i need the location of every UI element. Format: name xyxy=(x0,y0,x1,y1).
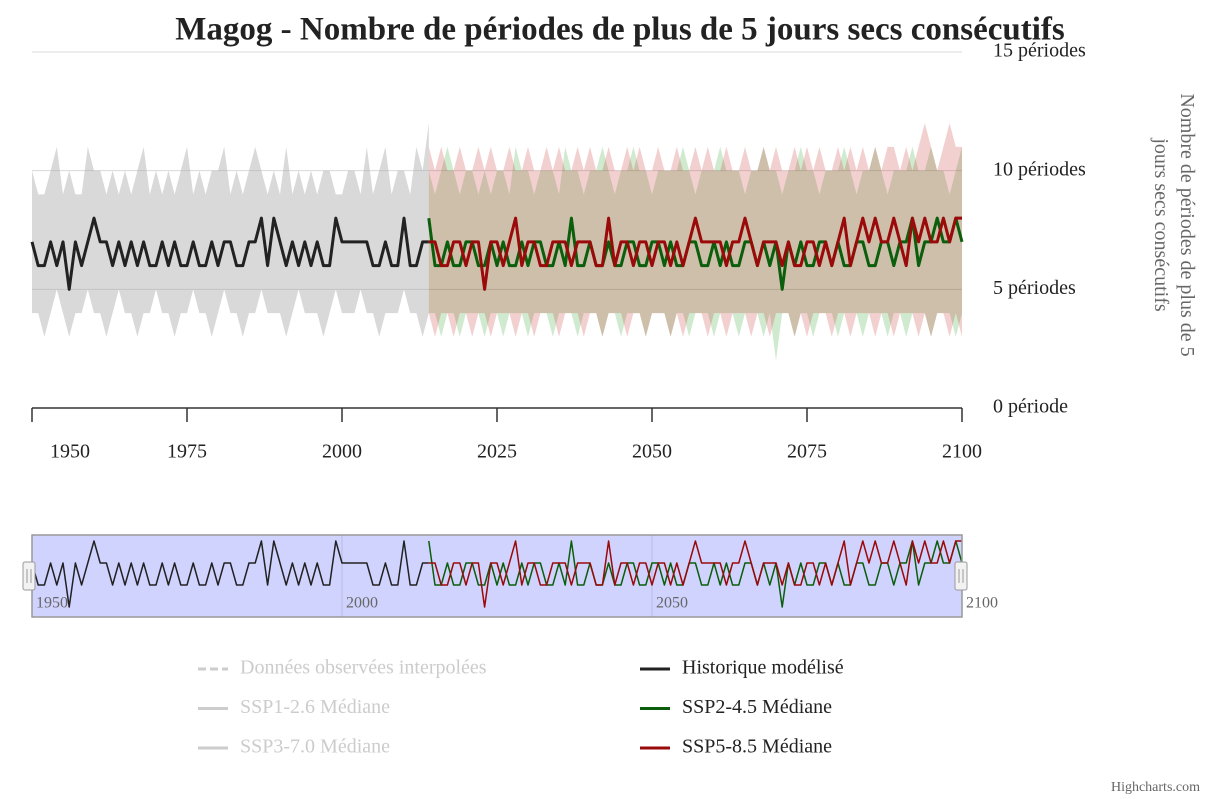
range-band xyxy=(428,146,962,361)
x-tick-label: 1975 xyxy=(167,441,207,463)
series-line xyxy=(31,540,429,608)
legend-item[interactable]: Historique modélisé xyxy=(640,657,844,679)
legend-label: SSP2-4.5 Médiane xyxy=(682,696,832,718)
range-band xyxy=(32,123,429,337)
legend-item[interactable]: SSP5-8.5 Médiane xyxy=(640,736,832,758)
series-line xyxy=(428,540,962,608)
y-axis-title: Nombre de périodes de plus de 5 jours se… xyxy=(1150,93,1198,357)
navigator-tick-label: 2100 xyxy=(966,595,998,612)
navigator-tick-label: 2000 xyxy=(346,595,378,612)
navigator-handle[interactable] xyxy=(954,561,968,591)
x-tick-label: 2075 xyxy=(787,441,827,463)
navigator-tick-label: 2050 xyxy=(656,595,688,612)
navigator-handle[interactable] xyxy=(22,561,36,591)
x-tick-label: 1950 xyxy=(50,441,90,463)
legend-label: SSP3-7.0 Médiane xyxy=(240,736,390,758)
x-tick-label: 2000 xyxy=(322,441,362,463)
legend-item[interactable]: SSP2-4.5 Médiane xyxy=(640,696,832,718)
chart-title: Magog - Nombre de périodes de plus de 5 … xyxy=(175,12,1065,48)
legend-item[interactable]: SSP3-7.0 Médiane xyxy=(198,736,390,758)
legend-label: Données observées interpolées xyxy=(240,657,487,679)
series-line xyxy=(428,216,962,291)
x-tick-label: 2100 xyxy=(942,441,982,463)
navigator-tick-label: 1950 xyxy=(36,595,68,612)
series-line xyxy=(428,540,963,608)
y-tick-label: 10 périodes xyxy=(993,158,1086,180)
series-line xyxy=(427,216,964,291)
handle-box xyxy=(22,561,36,591)
legend-label: Historique modélisé xyxy=(682,657,844,679)
navigator-mask xyxy=(32,535,962,617)
legend-item[interactable]: SSP1-2.6 Médiane xyxy=(198,696,390,718)
credits[interactable]: Highcharts.com xyxy=(1111,780,1200,795)
y-tick-label: 15 périodes xyxy=(993,40,1086,62)
legend-label: SSP5-8.5 Médiane xyxy=(682,736,832,758)
series-line xyxy=(30,216,429,291)
x-tick-label: 2050 xyxy=(632,441,672,463)
legend-label: SSP1-2.6 Médiane xyxy=(240,696,390,718)
x-tick-label: 2025 xyxy=(477,441,517,463)
y-tick-label: 0 période xyxy=(993,396,1068,418)
handle-box xyxy=(954,561,968,591)
y-tick-label: 5 périodes xyxy=(993,277,1076,299)
legend-item[interactable]: Données observées interpolées xyxy=(198,657,487,679)
range-band xyxy=(428,123,962,337)
